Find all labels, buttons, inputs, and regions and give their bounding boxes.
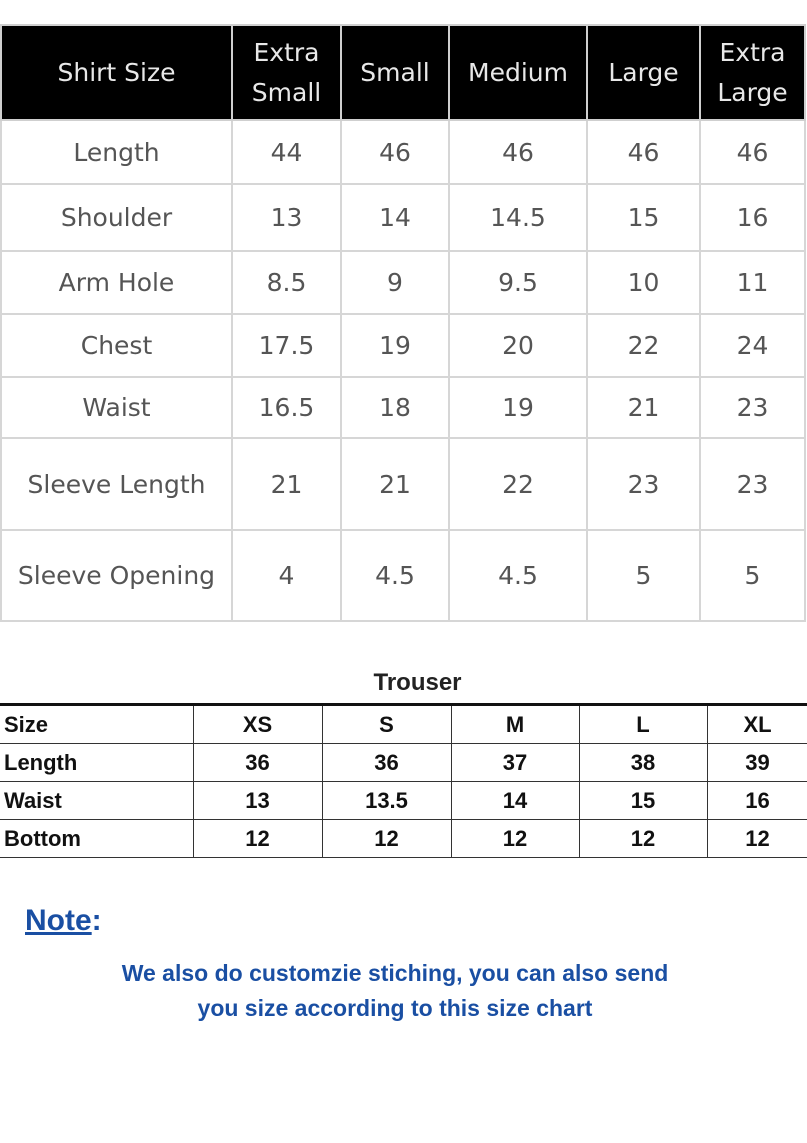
trouser-value: 12 bbox=[706, 819, 807, 858]
measurement-value: 44 bbox=[231, 119, 342, 185]
trouser-value: 12 bbox=[321, 819, 452, 858]
trouser-value: XS bbox=[192, 703, 323, 744]
measurement-label: Length bbox=[0, 119, 233, 185]
shirt-row: Arm Hole 8.5 9 9.5 10 11 bbox=[0, 250, 806, 315]
shirt-size-table: Shirt Size Extra Small Small Medium Large Ext… bbox=[0, 24, 806, 622]
shirt-header-row: Shirt Size Extra Small Small Medium Large Ext… bbox=[0, 24, 806, 121]
measurement-value: 24 bbox=[699, 313, 806, 378]
trouser-row: Size XS S M L XL bbox=[0, 703, 807, 744]
trouser-value: 16 bbox=[706, 781, 807, 820]
trouser-label: Size bbox=[0, 703, 194, 744]
trouser-row: Bottom 12 12 12 12 12 bbox=[0, 819, 807, 858]
trouser-value: 36 bbox=[321, 743, 452, 782]
note-line-1: We also do customzie stiching, you can a… bbox=[121, 960, 669, 986]
note-line-2: you size according to this size chart bbox=[197, 995, 593, 1021]
measurement-label: Sleeve Length bbox=[0, 437, 233, 531]
trouser-row: Length 36 36 37 38 39 bbox=[0, 743, 807, 782]
measurement-value: 4.5 bbox=[448, 529, 588, 622]
trouser-value: 13 bbox=[192, 781, 323, 820]
measurement-value: 14 bbox=[340, 183, 450, 252]
measurement-value: 23 bbox=[699, 437, 806, 531]
trouser-value: 37 bbox=[450, 743, 580, 782]
trouser-value: 15 bbox=[578, 781, 708, 820]
shirt-header-cell: Medium bbox=[448, 24, 588, 121]
measurement-value: 22 bbox=[586, 313, 701, 378]
trouser-value: S bbox=[321, 703, 452, 744]
note-text: We also do customzie stiching, you can a… bbox=[0, 956, 790, 1026]
trouser-value: 14 bbox=[450, 781, 580, 820]
measurement-value: 10 bbox=[586, 250, 701, 315]
measurement-value: 14.5 bbox=[448, 183, 588, 252]
trouser-label: Length bbox=[0, 743, 194, 782]
trouser-value: 38 bbox=[578, 743, 708, 782]
shirt-row: Sleeve Length 21 21 22 23 23 bbox=[0, 437, 806, 531]
measurement-value: 5 bbox=[699, 529, 806, 622]
measurement-value: 46 bbox=[340, 119, 450, 185]
trouser-row: Waist 13 13.5 14 15 16 bbox=[0, 781, 807, 820]
trouser-value: 39 bbox=[706, 743, 807, 782]
measurement-value: 9 bbox=[340, 250, 450, 315]
shirt-row: Length 44 46 46 46 46 bbox=[0, 119, 806, 185]
measurement-value: 19 bbox=[448, 376, 588, 439]
measurement-value: 5 bbox=[586, 529, 701, 622]
shirt-header-cell: Large bbox=[586, 24, 701, 121]
measurement-value: 4.5 bbox=[340, 529, 450, 622]
measurement-value: 23 bbox=[699, 376, 806, 439]
measurement-value: 19 bbox=[340, 313, 450, 378]
trouser-size-table: Size XS S M L XL Length 36 36 37 38 39 Waist 13 13.5 14… bbox=[0, 703, 807, 858]
trouser-label: Bottom bbox=[0, 819, 194, 858]
measurement-label: Arm Hole bbox=[0, 250, 233, 315]
shirt-header-cell: Extra Small bbox=[231, 24, 342, 121]
shirt-row: Shoulder 13 14 14.5 15 16 bbox=[0, 183, 806, 252]
measurement-value: 16 bbox=[699, 183, 806, 252]
measurement-value: 23 bbox=[586, 437, 701, 531]
trouser-value: XL bbox=[706, 703, 807, 744]
measurement-value: 46 bbox=[699, 119, 806, 185]
trouser-value: M bbox=[450, 703, 580, 744]
measurement-value: 13 bbox=[231, 183, 342, 252]
measurement-value: 4 bbox=[231, 529, 342, 622]
trouser-value: L bbox=[578, 703, 708, 744]
note-heading: Note: bbox=[25, 904, 102, 938]
measurement-value: 46 bbox=[448, 119, 588, 185]
shirt-row: Sleeve Opening 4 4.5 4.5 5 5 bbox=[0, 529, 806, 622]
measurement-label: Sleeve Opening bbox=[0, 529, 233, 622]
shirt-header-cell: Extra Large bbox=[699, 24, 806, 121]
trouser-value: 12 bbox=[192, 819, 323, 858]
measurement-value: 8.5 bbox=[231, 250, 342, 315]
trouser-value: 12 bbox=[450, 819, 580, 858]
measurement-value: 21 bbox=[586, 376, 701, 439]
measurement-label: Waist bbox=[0, 376, 233, 439]
measurement-value: 22 bbox=[448, 437, 588, 531]
measurement-value: 16.5 bbox=[231, 376, 342, 439]
measurement-value: 11 bbox=[699, 250, 806, 315]
trouser-label: Waist bbox=[0, 781, 194, 820]
measurement-value: 20 bbox=[448, 313, 588, 378]
measurement-value: 9.5 bbox=[448, 250, 588, 315]
measurement-value: 21 bbox=[231, 437, 342, 531]
trouser-value: 12 bbox=[578, 819, 708, 858]
measurement-value: 21 bbox=[340, 437, 450, 531]
shirt-row: Waist 16.5 18 19 21 23 bbox=[0, 376, 806, 439]
measurement-label: Shoulder bbox=[0, 183, 233, 252]
trouser-value: 13.5 bbox=[321, 781, 452, 820]
shirt-row: Chest 17.5 19 20 22 24 bbox=[0, 313, 806, 378]
measurement-value: 46 bbox=[586, 119, 701, 185]
note-colon: : bbox=[91, 904, 102, 937]
measurement-value: 18 bbox=[340, 376, 450, 439]
trouser-title: Trouser bbox=[373, 669, 462, 696]
measurement-value: 15 bbox=[586, 183, 701, 252]
trouser-value: 36 bbox=[192, 743, 323, 782]
measurement-value: 17.5 bbox=[231, 313, 342, 378]
measurement-label: Chest bbox=[0, 313, 233, 378]
shirt-header-cell: Shirt Size bbox=[0, 24, 233, 121]
shirt-header-cell: Small bbox=[340, 24, 450, 121]
note-label: Note bbox=[25, 904, 92, 937]
